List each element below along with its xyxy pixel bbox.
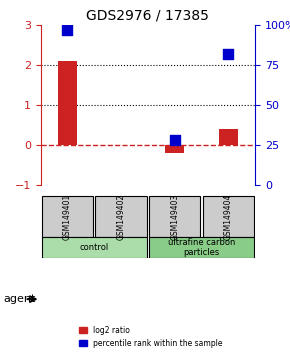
FancyBboxPatch shape — [203, 196, 254, 236]
Bar — [58, 61, 77, 145]
Bar — [219, 129, 238, 145]
Text: GSM149402: GSM149402 — [117, 193, 126, 240]
Legend: log2 ratio, percentile rank within the sample: log2 ratio, percentile rank within the s… — [77, 324, 225, 350]
Text: GSM149403: GSM149403 — [170, 193, 179, 240]
Text: GSM149404: GSM149404 — [224, 193, 233, 240]
FancyBboxPatch shape — [42, 196, 93, 236]
FancyBboxPatch shape — [149, 236, 254, 258]
Text: ultrafine carbon
particles: ultrafine carbon particles — [168, 238, 235, 257]
FancyBboxPatch shape — [149, 196, 200, 236]
Point — [65, 27, 70, 33]
FancyBboxPatch shape — [42, 236, 147, 258]
Text: agent: agent — [3, 294, 35, 304]
Text: control: control — [80, 243, 109, 252]
Bar — [165, 145, 184, 153]
Point — [226, 51, 231, 57]
Title: GDS2976 / 17385: GDS2976 / 17385 — [86, 8, 209, 22]
FancyBboxPatch shape — [95, 196, 147, 236]
Point — [172, 138, 177, 143]
Text: GSM149401: GSM149401 — [63, 193, 72, 240]
